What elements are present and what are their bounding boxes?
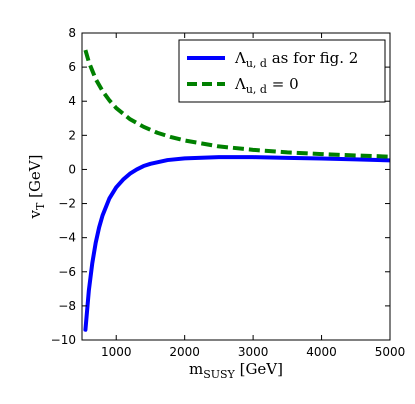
y-tick-label: −4: [58, 231, 76, 245]
y-tick-label: 4: [68, 94, 76, 108]
x-tick-label: 1000: [101, 345, 132, 359]
axes: 1000 2000 3000 4000 5000 −10 −8 −6 −4 −2 0 2 4 6 8 mSUS…: [26, 26, 405, 381]
y-axis-label: vT [GeV]: [26, 155, 47, 220]
plot-area: [83, 49, 390, 332]
y-tick-label: 8: [68, 26, 76, 40]
y-tick-label: 2: [68, 128, 76, 142]
series-line-2: [83, 49, 390, 159]
plot-frame: [81, 32, 391, 341]
legend-box: [178, 39, 386, 103]
x-tick-label: 3000: [238, 345, 269, 359]
y-tick-label: −2: [58, 197, 76, 211]
legend-label-2: Λu, d = 0: [234, 75, 299, 96]
x-tick-label: 5000: [375, 345, 406, 359]
x-tick-label: 4000: [306, 345, 337, 359]
x-tick-label: 2000: [169, 345, 200, 359]
y-tick-label: 6: [68, 60, 76, 74]
y-tick-label: 0: [68, 162, 76, 176]
y-tick-label: −8: [58, 299, 76, 313]
series-line-1: [83, 155, 390, 332]
y-tick-label: −6: [58, 265, 76, 279]
legend: Λu, d as for fig. 2 Λu, d = 0: [178, 39, 386, 103]
x-axis-label: mSUSY [GeV]: [189, 360, 283, 381]
series-group: [83, 49, 390, 332]
y-tick-label: −10: [51, 333, 76, 347]
legend-label-1: Λu, d as for fig. 2: [234, 49, 358, 70]
